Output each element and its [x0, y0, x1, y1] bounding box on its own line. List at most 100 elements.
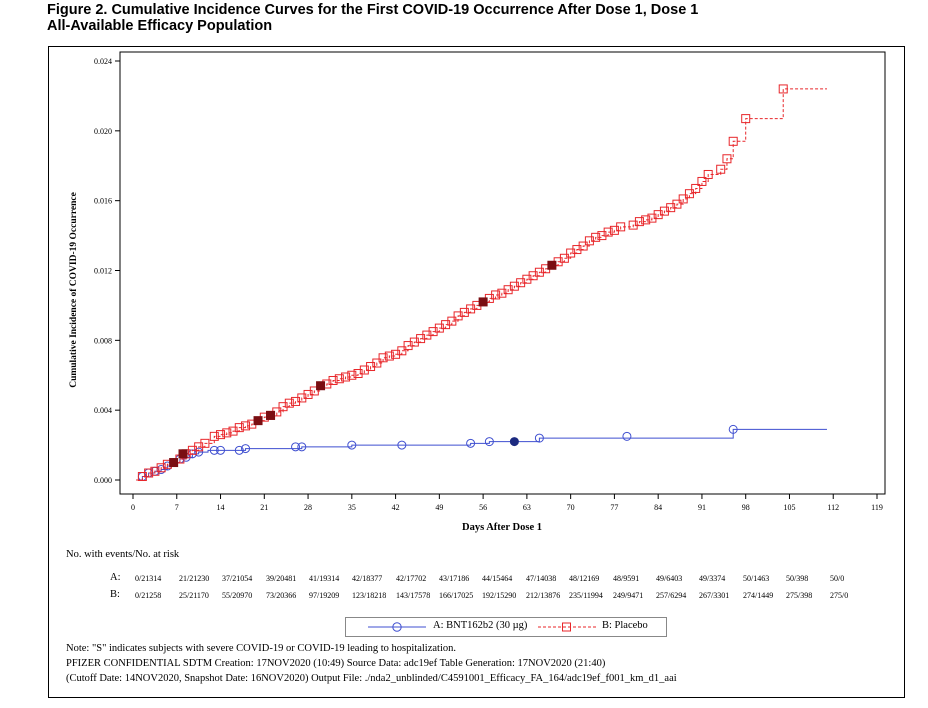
- legend-a-label: A: BNT162b2 (30 µg): [433, 620, 528, 631]
- series-B-marker: [137, 472, 147, 482]
- risk-row-label: A:: [110, 572, 121, 583]
- series-B-marker: [672, 199, 682, 209]
- x-tick-label: 63: [523, 503, 531, 512]
- series-B-marker: [684, 189, 694, 199]
- series-B-marker: [572, 245, 582, 255]
- x-axis: 0 7 14 21 28 35 42 49 56 63 70 77 84 91 98 105 112 119: [131, 494, 883, 512]
- x-tick-label: 28: [304, 503, 312, 512]
- series-B-marker: [566, 248, 576, 258]
- risk-cell: 257/6294: [656, 591, 687, 600]
- series-B-marker: [641, 215, 651, 225]
- x-tick-label: 84: [654, 503, 662, 512]
- risk-cell: 47/14038: [526, 574, 557, 583]
- risk-cell: 212/13876: [526, 591, 561, 600]
- series-B-marker: [591, 232, 601, 242]
- figure-title-line1: Figure 2. Cumulative Incidence Curves fo…: [47, 2, 699, 18]
- series-B-marker: [144, 468, 154, 478]
- series-B-marker: [516, 278, 526, 288]
- x-tick-label: 21: [260, 503, 268, 512]
- series-A-marker: [216, 445, 226, 455]
- series-B-marker: [416, 334, 426, 344]
- x-tick-label: 42: [392, 503, 400, 512]
- series-A-marker: [397, 440, 407, 450]
- risk-cell: 48/9591: [613, 574, 640, 583]
- risk-cell: 143/17578: [396, 591, 431, 600]
- risk-table-header: No. with events/No. at risk: [66, 549, 180, 560]
- series-A-marker: [209, 445, 219, 455]
- legend-b-label: B: Placebo: [602, 620, 648, 631]
- series-B-marker: [372, 358, 382, 368]
- series-B-marker: [222, 428, 232, 438]
- series-B-marker: [653, 210, 663, 220]
- series-B-marker: [534, 267, 544, 277]
- series-B-marker: [278, 402, 288, 412]
- series-B-severe-marker: [169, 458, 179, 468]
- risk-cell: 249/9471: [613, 591, 644, 600]
- risk-cell: 25/21170: [179, 591, 209, 600]
- risk-cell: 97/19209: [309, 591, 340, 600]
- series-B-marker: [200, 438, 210, 448]
- plot-area: [119, 51, 886, 495]
- series-A-marker: [234, 445, 244, 455]
- series-B-marker: [453, 311, 463, 321]
- series-A-marker: [241, 444, 251, 454]
- series-B-severe-marker: [547, 260, 557, 270]
- risk-cell: 275/398: [786, 591, 813, 600]
- series-B-marker: [459, 307, 469, 317]
- y-tick-label: 0.000: [94, 476, 112, 485]
- risk-cell: 192/15290: [482, 591, 517, 600]
- y-tick-label: 0.016: [94, 197, 112, 206]
- y-tick-label: 0.012: [94, 267, 112, 276]
- x-tick-label: 112: [827, 503, 839, 512]
- series-B-marker: [741, 114, 751, 124]
- series-A-marker: [466, 438, 476, 448]
- footnote-confidential: PFIZER CONFIDENTIAL SDTM Creation: 17NOV…: [66, 658, 606, 669]
- series-B-marker: [291, 396, 301, 406]
- series-B-marker: [328, 375, 338, 385]
- x-tick-label: 14: [217, 503, 225, 512]
- y-axis: 0.000 0.004 0.008 0.012 0.016 0.020 0.024: [94, 57, 120, 485]
- risk-cell: 48/12169: [569, 574, 600, 583]
- series-B-marker: [428, 327, 438, 337]
- series-B-marker: [241, 421, 251, 431]
- legend-swatches: [368, 622, 596, 632]
- series-A-marker: [297, 442, 307, 452]
- risk-cell: 0/21258: [135, 591, 162, 600]
- series-B-marker: [403, 341, 413, 351]
- x-tick-label: 91: [698, 503, 706, 512]
- legend-a-marker: [392, 622, 402, 632]
- series-B-marker: [284, 398, 294, 408]
- risk-cell: 50/1463: [743, 574, 770, 583]
- x-tick-label: 105: [783, 503, 795, 512]
- series-B-marker: [309, 386, 319, 396]
- series-B-marker: [391, 349, 401, 359]
- series-A-marker: [728, 424, 738, 434]
- series-B-marker: [666, 203, 676, 213]
- y-tick-label: 0.004: [94, 406, 112, 415]
- x-tick-label: 7: [175, 503, 179, 512]
- legend-b-marker: [562, 622, 571, 632]
- series-B-marker: [422, 330, 432, 340]
- footnote-note: Note: "S" indicates subjects with severe…: [66, 643, 456, 654]
- series-B-marker: [297, 393, 307, 403]
- series-B-severe-marker: [266, 410, 276, 420]
- series-A-line: [136, 428, 827, 481]
- series-B-marker: [447, 316, 457, 326]
- series-B-marker: [728, 136, 738, 146]
- series-B-marker: [503, 285, 513, 295]
- series-B-marker: [366, 362, 376, 372]
- series-B-marker: [578, 241, 588, 251]
- risk-cell: 49/6403: [656, 574, 683, 583]
- series-B-marker: [634, 217, 644, 227]
- series-A-marker: [484, 437, 494, 447]
- x-tick-label: 49: [435, 503, 443, 512]
- series-B-marker: [441, 320, 451, 330]
- risk-cell: 42/17702: [396, 574, 427, 583]
- series-B-marker: [716, 164, 726, 174]
- risk-cell: 123/18218: [352, 591, 387, 600]
- figure-title: Figure 2. Cumulative Incidence Curves fo…: [47, 2, 907, 34]
- y-tick-label: 0.024: [94, 57, 112, 66]
- series-B-marker: [703, 169, 713, 179]
- risk-cell: 41/19314: [309, 574, 340, 583]
- series-B-marker: [584, 236, 594, 246]
